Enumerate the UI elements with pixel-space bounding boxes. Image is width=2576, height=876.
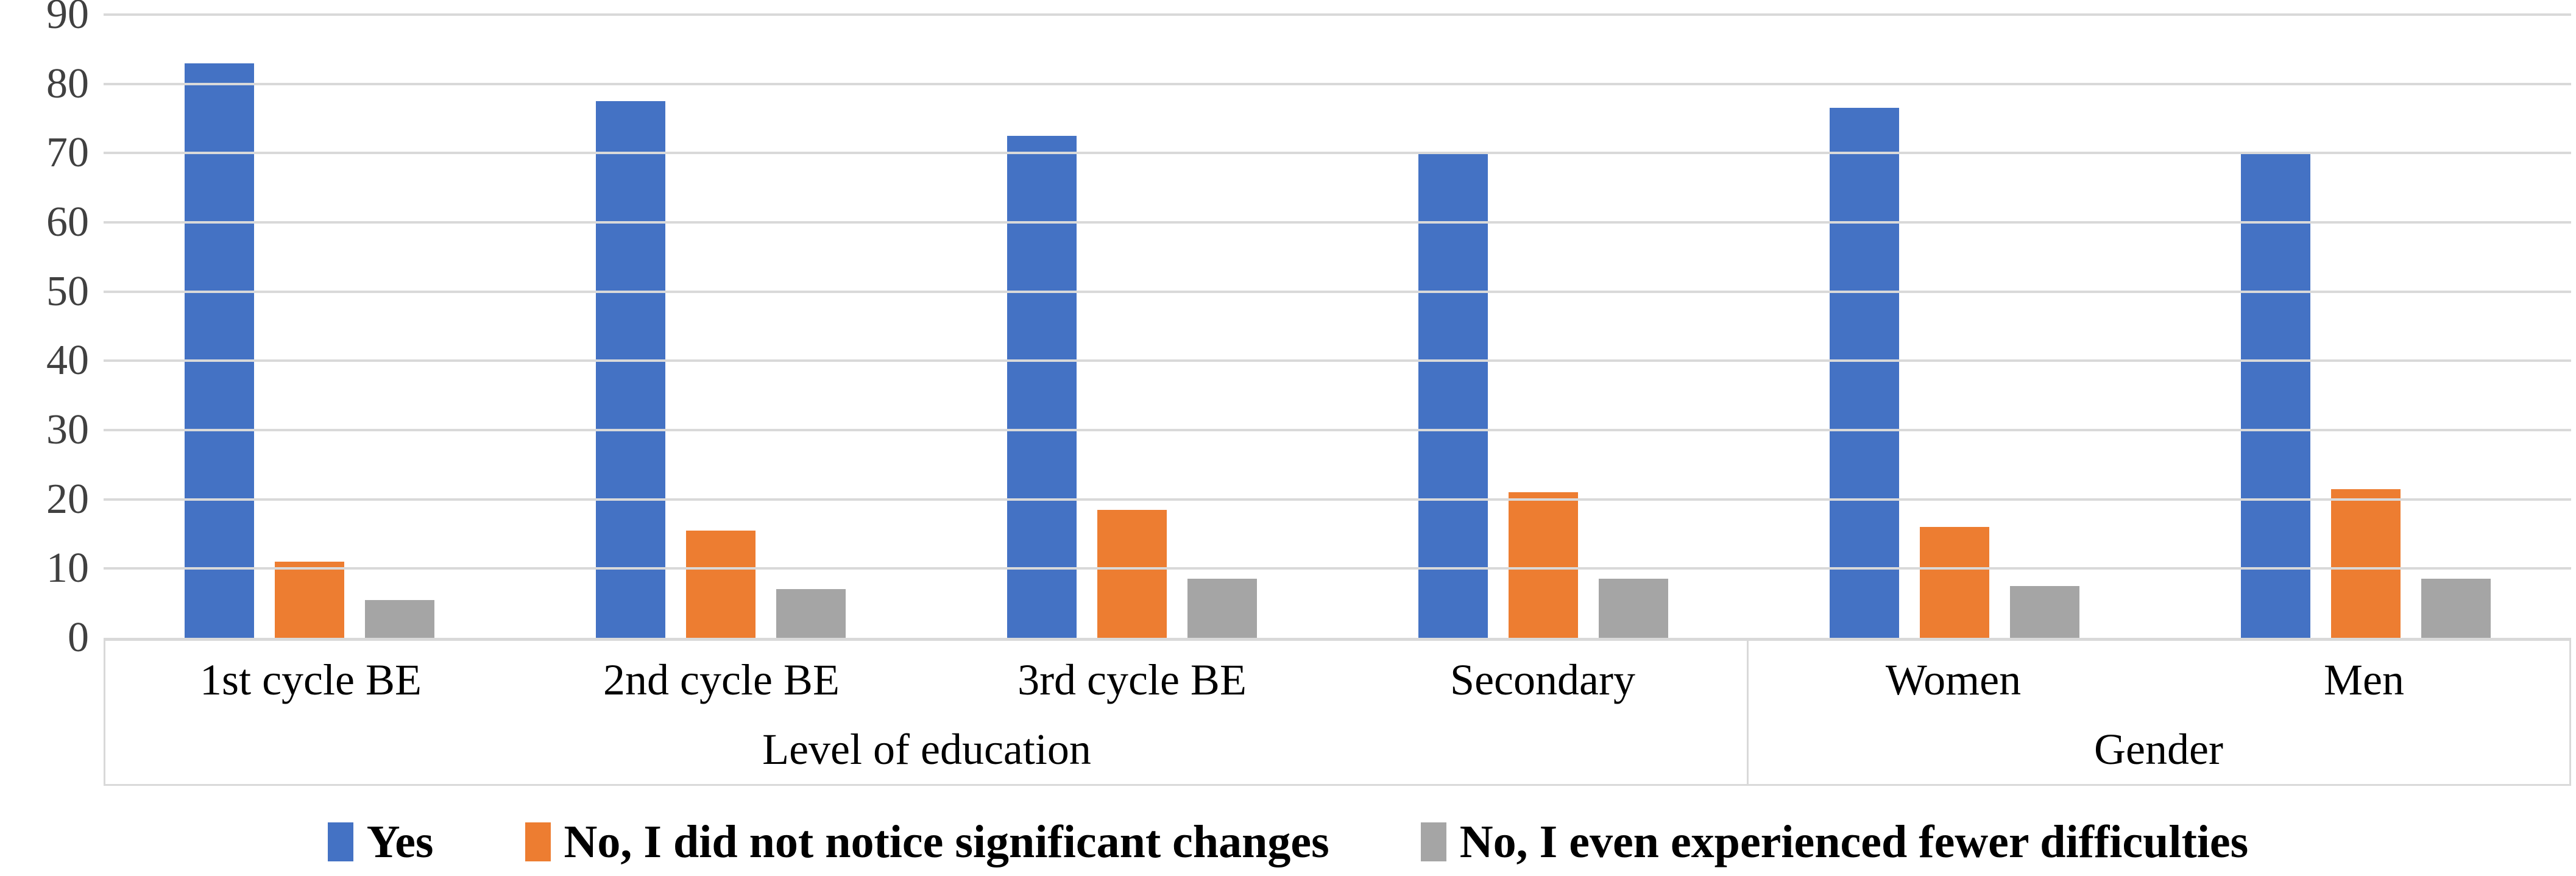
axis-group-divider xyxy=(1746,641,1749,784)
gridline xyxy=(104,567,2571,570)
bar-group xyxy=(1749,15,2160,638)
legend-swatch xyxy=(525,822,551,861)
bar xyxy=(1829,108,1899,638)
legend-label: No, I even experienced fewer difficultie… xyxy=(1459,816,2249,867)
y-tick-label: 90 xyxy=(46,0,89,38)
gridline xyxy=(104,498,2571,501)
group-label: Level of education xyxy=(762,724,1091,774)
x-axis: 1st cycle BE 2nd cycle BE 3rd cycle BE Seco… xyxy=(104,641,2571,786)
gridline xyxy=(104,13,2571,16)
bar xyxy=(1919,527,1989,638)
y-tick-label: 30 xyxy=(46,406,89,453)
legend-item: No, I did not notice significant changes xyxy=(525,816,1329,869)
bar xyxy=(2240,153,2310,638)
bar xyxy=(364,599,434,638)
category-label: 3rd cycle BE xyxy=(1017,655,1247,704)
category-label: 1st cycle BE xyxy=(200,655,422,704)
bar xyxy=(685,530,755,638)
bar-groups xyxy=(104,15,2571,638)
group-label: Gender xyxy=(2094,724,2223,774)
gridline xyxy=(104,221,2571,224)
bar-group xyxy=(926,15,1337,638)
bar xyxy=(1418,153,1488,638)
bar-group xyxy=(104,15,515,638)
y-tick-label: 20 xyxy=(46,475,89,523)
bar-group xyxy=(1337,15,1749,638)
bar xyxy=(1598,579,1668,638)
legend-label: Yes xyxy=(366,816,434,867)
y-tick-label: 40 xyxy=(46,337,89,384)
y-tick-label: 50 xyxy=(46,267,89,315)
bar xyxy=(184,63,254,638)
category-label: Secondary xyxy=(1450,655,1635,704)
bar xyxy=(1187,579,1257,638)
group-label-row: Level of education Gender xyxy=(105,719,2569,780)
y-tick-label: 10 xyxy=(46,545,89,592)
legend: Yes No, I did not notice significant chan… xyxy=(0,811,2576,872)
gridline xyxy=(104,428,2571,431)
y-tick-label: 70 xyxy=(46,129,89,177)
bar xyxy=(776,589,846,638)
y-axis-labels: 0 10 20 30 40 50 60 70 80 90 xyxy=(0,0,93,661)
plot-area xyxy=(104,13,2571,641)
legend-item: Yes xyxy=(327,816,434,869)
category-label-row: 1st cycle BE 2nd cycle BE 3rd cycle BE Seco… xyxy=(105,641,2569,719)
bar xyxy=(2009,585,2079,638)
bar xyxy=(2330,489,2401,638)
legend-item: No, I even experienced fewer difficultie… xyxy=(1420,816,2249,869)
bar xyxy=(1508,492,1578,638)
category-label: 2nd cycle BE xyxy=(603,655,840,704)
gridline xyxy=(104,152,2571,155)
bar-group xyxy=(2160,15,2571,638)
legend-swatch xyxy=(1420,822,1446,861)
y-tick-label: 60 xyxy=(46,199,89,245)
category-label: Men xyxy=(2324,655,2404,704)
bar xyxy=(2421,579,2491,638)
bar xyxy=(1097,509,1167,638)
gridline xyxy=(104,82,2571,85)
bar-group xyxy=(515,15,926,638)
legend-swatch xyxy=(327,822,353,861)
category-label: Women xyxy=(1885,655,2022,704)
gridline xyxy=(104,290,2571,293)
y-tick-label: 0 xyxy=(68,614,89,661)
y-tick-label: 80 xyxy=(46,60,89,107)
bar xyxy=(595,101,665,638)
bar xyxy=(274,561,344,638)
legend-label: No, I did not notice significant changes xyxy=(564,816,1329,867)
gridline xyxy=(104,359,2571,362)
bar xyxy=(1007,135,1077,638)
